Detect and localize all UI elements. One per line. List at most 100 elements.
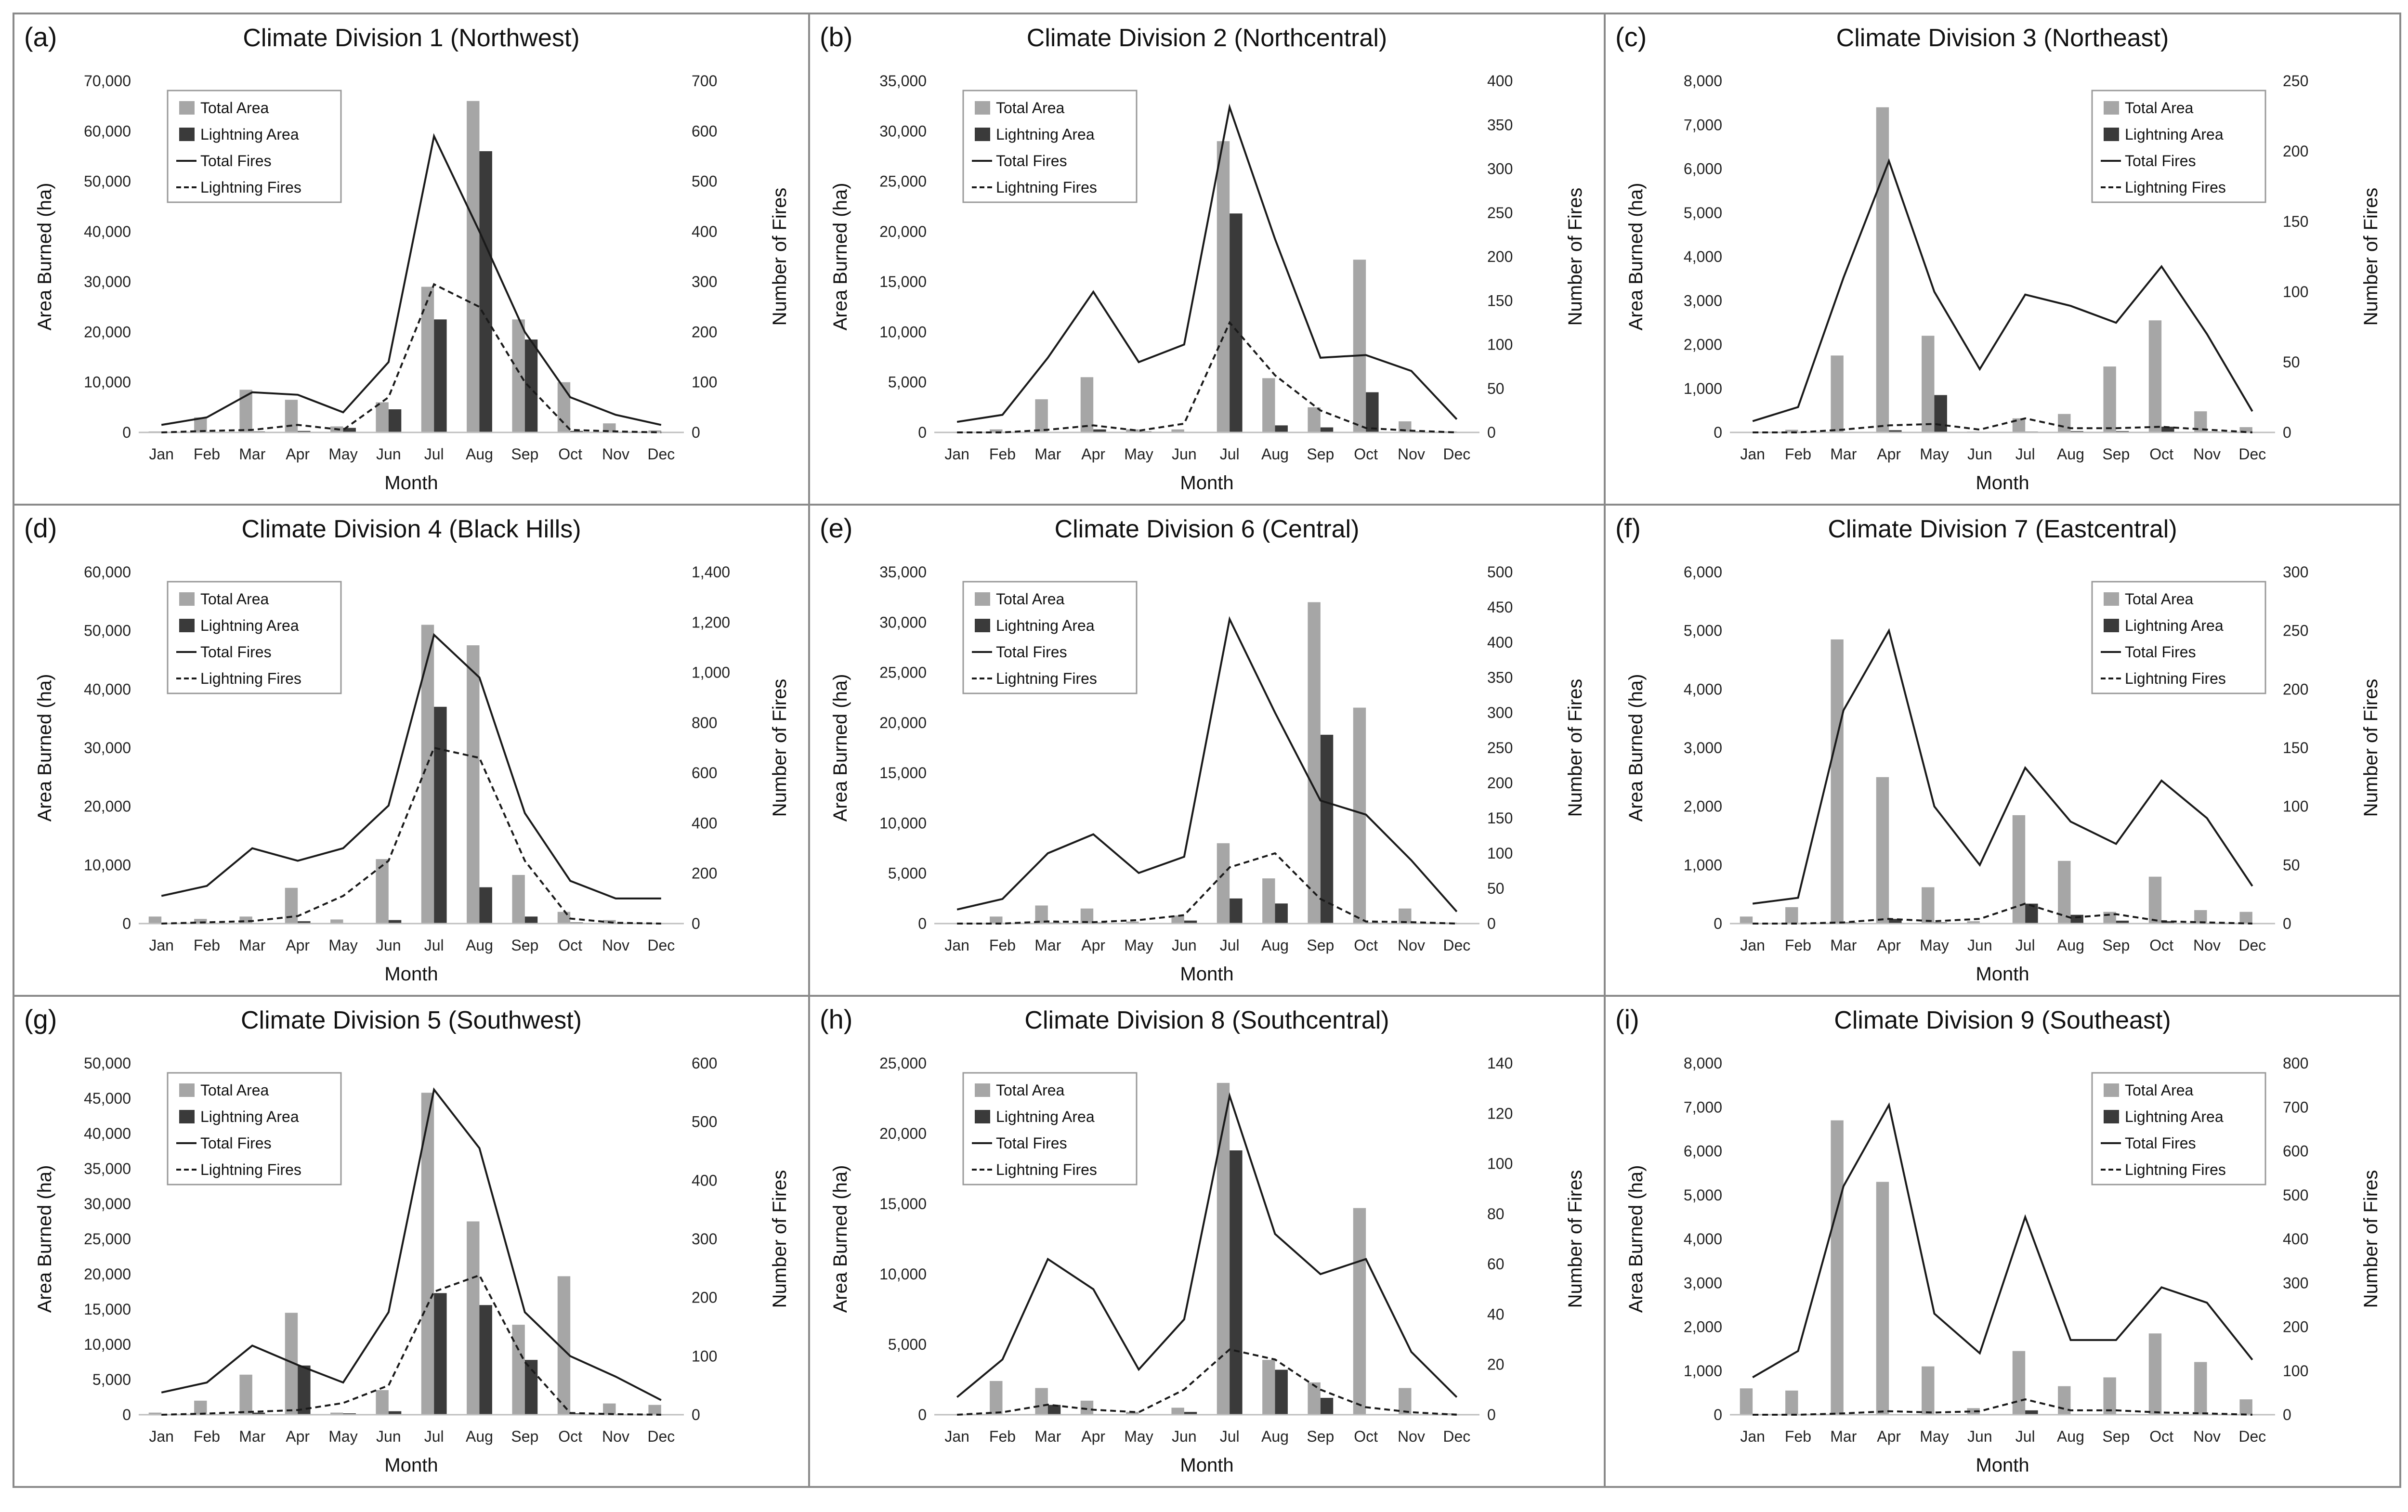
- x-tick-label: May: [1124, 445, 1153, 463]
- y-tick-label: 4,000: [1684, 680, 1722, 698]
- bar-lightning-area: [524, 1360, 538, 1415]
- y2-tick-label: 1,000: [692, 664, 730, 681]
- bar-total-area: [512, 1325, 525, 1415]
- bar-total-area: [330, 1412, 343, 1415]
- y2-tick-label: 250: [2283, 72, 2308, 90]
- x-tick-label: Jun: [1172, 937, 1197, 954]
- x-tick-label: Mar: [1830, 445, 1857, 463]
- y2-tick-label: 500: [1487, 563, 1513, 581]
- y-tick-label: 0: [918, 424, 927, 441]
- x-tick-label: Jul: [2015, 445, 2035, 463]
- x-tick-label: Dec: [647, 445, 675, 463]
- chart-title: Climate Division 3 (Northeast): [1836, 24, 2169, 52]
- x-axis-title: Month: [1976, 1455, 2029, 1476]
- y-tick-label: 5,000: [1684, 622, 1722, 639]
- legend-label: Total Fires: [2125, 643, 2196, 661]
- y-tick-label: 10,000: [84, 1336, 131, 1353]
- x-tick-label: Jan: [149, 445, 174, 463]
- y-axis-title: Area Burned (ha): [34, 674, 55, 822]
- x-tick-label: Mar: [1034, 937, 1061, 954]
- legend: Total Area Lightning Area Total Fires Light…: [2091, 581, 2266, 694]
- x-tick-label: Jul: [2015, 937, 2035, 954]
- y-tick-label: 0: [1714, 1406, 1722, 1423]
- bar-total-area: [2148, 876, 2162, 924]
- y-tick-label: 8,000: [1684, 72, 1722, 90]
- y-tick-label: 15,000: [879, 1195, 927, 1212]
- y2-tick-label: 100: [2283, 283, 2308, 300]
- bar-lightning-area: [2070, 914, 2083, 924]
- x-tick-label: Nov: [1398, 1428, 1425, 1445]
- y-tick-label: 0: [122, 424, 131, 441]
- y2-tick-label: 80: [1487, 1205, 1505, 1223]
- legend-label: Lightning Area: [2125, 1108, 2224, 1125]
- y2-tick-label: 100: [1487, 336, 1513, 353]
- bar-total-area: [1785, 1390, 1798, 1415]
- y-tick-label: 2,000: [1684, 336, 1722, 353]
- chart-panel-6: (f) Climate Division 7 (Eastcentral) 0 1,00…: [1604, 504, 2401, 997]
- bar-lightning-area: [1320, 1397, 1334, 1415]
- x-tick-label: Dec: [647, 937, 675, 954]
- legend-label: Total Area: [2125, 590, 2194, 608]
- x-tick-label: May: [1920, 445, 1949, 463]
- x-tick-label: Sep: [2102, 937, 2130, 954]
- panel-letter: (b): [820, 22, 852, 52]
- bar-total-area: [1126, 921, 1139, 924]
- panel-letter: (e): [820, 513, 852, 543]
- x-tick-label: Oct: [2149, 937, 2173, 954]
- bar-lightning-area: [2025, 1410, 2038, 1415]
- y2-tick-label: 200: [2283, 1318, 2308, 1336]
- line-total-fires: [1752, 628, 2253, 905]
- line-lightning-fires: [161, 746, 661, 925]
- legend-label: Total Area: [200, 1082, 269, 1099]
- x-tick-label: Nov: [2193, 1428, 2221, 1445]
- line-total-fires: [956, 616, 1458, 912]
- y-tick-label: 5,000: [888, 865, 927, 882]
- x-tick-label: Apr: [1877, 1428, 1901, 1445]
- bar-lightning-area: [388, 920, 402, 924]
- y-tick-label: 25,000: [84, 1230, 131, 1248]
- bar-lightning-area: [1093, 429, 1106, 432]
- bar-lightning-area: [479, 887, 492, 924]
- y2-tick-label: 0: [1487, 915, 1496, 932]
- x-tick-label: Jul: [1220, 445, 1240, 463]
- x-tick-label: Jan: [1740, 1428, 1765, 1445]
- bar-total-area: [2012, 815, 2026, 924]
- legend-label: Lightning Fires: [2125, 179, 2226, 196]
- bar-total-area: [557, 912, 571, 924]
- panel-letter: (d): [24, 513, 57, 543]
- bar-total-area: [1035, 399, 1048, 432]
- bar-total-area: [148, 916, 162, 924]
- bar-lightning-area: [1230, 213, 1243, 432]
- legend-label: Total Fires: [2125, 152, 2196, 169]
- y2-tick-label: 100: [692, 374, 717, 391]
- x-tick-label: Mar: [239, 937, 265, 954]
- x-tick-label: May: [328, 445, 357, 463]
- y2-tick-label: 500: [2283, 1186, 2308, 1204]
- bar-lightning-area: [524, 916, 538, 924]
- bar-lightning-area: [524, 339, 538, 432]
- legend-label: Total Fires: [996, 643, 1067, 661]
- bar-lightning-area: [1230, 898, 1243, 924]
- x-tick-label: Mar: [1830, 937, 1857, 954]
- line-lightning-fires: [1753, 417, 2252, 433]
- y-tick-label: 2,000: [1684, 798, 1722, 815]
- legend: Total Area Lightning Area Total Fires Light…: [167, 90, 342, 203]
- line-lightning-fires: [161, 283, 661, 433]
- x-tick-label: Dec: [2238, 937, 2266, 954]
- legend-label: Lightning Area: [2125, 126, 2224, 143]
- legend-label: Total Area: [2125, 99, 2194, 117]
- y2-tick-label: 800: [692, 714, 717, 731]
- x-axis-title: Month: [1180, 472, 1233, 494]
- bar-total-area: [1967, 1408, 1980, 1415]
- panel-border: [1604, 13, 2401, 506]
- chart-title: Climate Division 8 (Southcentral): [1024, 1006, 1389, 1034]
- bar-total-area: [2239, 912, 2252, 924]
- bar-lightning-area: [298, 921, 311, 924]
- y2-tick-label: 100: [2283, 1362, 2308, 1380]
- y-axis-title: Area Burned (ha): [34, 183, 55, 331]
- bar-total-area: [467, 1221, 480, 1415]
- bar-total-area: [648, 1405, 661, 1415]
- y-tick-label: 10,000: [879, 814, 927, 832]
- y2-tick-label: 600: [692, 122, 717, 140]
- x-tick-label: Jun: [1172, 1428, 1197, 1445]
